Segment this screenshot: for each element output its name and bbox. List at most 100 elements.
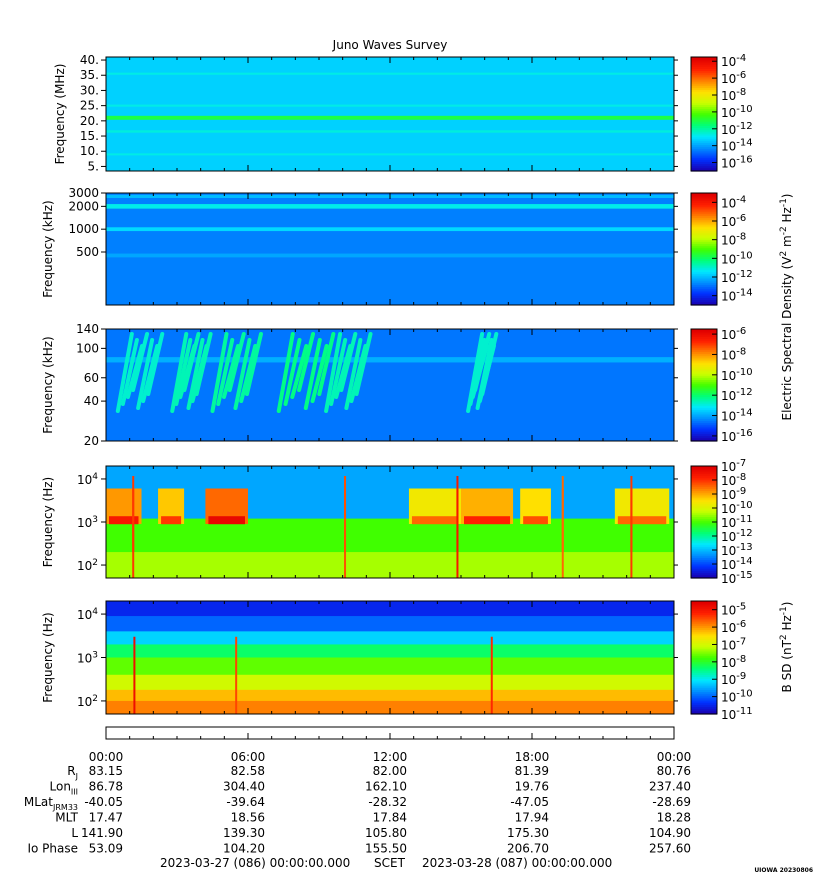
footer-scet-label: SCET	[374, 856, 406, 870]
colorbar-segment	[691, 520, 717, 523]
colorbar-segment	[691, 386, 717, 390]
colorbar-segment	[691, 414, 717, 418]
colorbar-segment	[691, 334, 717, 338]
ephemeris-value: 18.56	[231, 811, 265, 825]
time-tick-label: 18:00	[515, 750, 550, 764]
spectral-layer	[106, 631, 674, 645]
colorbar-segment	[691, 364, 717, 367]
emission-edge	[208, 516, 245, 525]
burst-streak	[216, 338, 235, 406]
colorbar-labels: Electric Spectral Density (V2 m-2 Hz-1) B…	[779, 193, 794, 692]
burst-streak	[227, 332, 246, 392]
colorbar-segment	[691, 340, 717, 343]
colorbar-segment	[691, 68, 717, 71]
colorbar-segment	[691, 131, 717, 134]
colorbar-tick-label: 10-16	[721, 428, 753, 444]
colorbar-segment	[691, 280, 717, 284]
colorbar-segment	[691, 379, 717, 382]
burst-streak	[141, 344, 160, 403]
colorbar-segment	[691, 697, 717, 700]
burst-streak	[194, 332, 213, 396]
colorbar-tick-label: 10-8	[721, 472, 746, 488]
colorbar-segment	[691, 194, 717, 198]
y-tick-label: 20.	[80, 114, 99, 128]
colorbar-segment	[691, 494, 717, 497]
colorbar-segment	[691, 230, 717, 233]
colorbar-segment	[691, 117, 717, 121]
colorbar-segment	[691, 522, 717, 525]
colorbar-tick-label: 10-8	[721, 232, 746, 248]
burst-streak	[146, 332, 165, 396]
magnetic-colorbar-label: B SD (nT2 Hz-1)	[779, 602, 794, 693]
colorbar-segment	[691, 621, 717, 625]
colorbar-segment	[691, 299, 717, 302]
colorbar-segment	[691, 297, 717, 300]
colorbar-segment	[691, 284, 717, 287]
colorbar-segment	[691, 146, 717, 149]
ephemeris-value: -40.05	[84, 795, 123, 809]
colorbar-segment	[691, 508, 717, 512]
colorbar-segment	[691, 278, 717, 282]
colorbar-segment	[691, 127, 717, 130]
colorbar-segment	[691, 104, 717, 107]
colorbar-tick-label: 10-11	[721, 514, 753, 530]
colorbar-segment	[691, 427, 717, 431]
colorbar-segment	[691, 631, 717, 634]
colorbar-segment	[691, 614, 717, 617]
colorbar-segment	[691, 516, 717, 519]
colorbar-tick-label: 10-9	[721, 486, 746, 502]
emission-band	[106, 227, 674, 232]
colorbar-segment	[691, 678, 717, 681]
colorbar-segment	[691, 221, 717, 224]
colorbar-segment	[691, 134, 717, 138]
ephemeris-value: 105.80	[365, 826, 407, 840]
colorbar-segment	[691, 507, 717, 510]
colorbar-segment	[691, 480, 717, 484]
time-tick-label: 12:00	[373, 750, 408, 764]
colorbar-segment	[691, 360, 717, 364]
colorbar-segment	[691, 98, 717, 102]
colorbar-segment	[691, 691, 717, 694]
colorbar-segment	[691, 403, 717, 407]
colorbar-segment	[691, 224, 717, 228]
colorbar-segment	[691, 258, 717, 261]
ephemeris-value: 17.84	[373, 811, 407, 825]
burst-streak	[339, 332, 358, 392]
colorbar-segment	[691, 653, 717, 657]
emission-band	[106, 153, 674, 156]
y-tick-label: 60	[84, 371, 99, 385]
colorbar-segment	[691, 390, 717, 394]
colorbar-segment	[691, 563, 717, 566]
burst-streak	[344, 338, 363, 410]
emission-edge	[617, 516, 667, 525]
colorbar-segment	[691, 290, 717, 293]
colorbar-segment	[691, 576, 717, 579]
burst-streak	[131, 332, 150, 392]
colorbar-segment	[691, 89, 717, 92]
emission-band	[106, 253, 674, 258]
colorbar-segment	[691, 343, 717, 347]
colorbar-segment	[691, 418, 717, 422]
colorbar-segment	[691, 267, 717, 271]
colorbar-segment	[691, 215, 717, 218]
colorbar-segment	[691, 533, 717, 536]
y-tick-label: 2000	[68, 199, 99, 213]
colorbar-segment	[691, 349, 717, 352]
colorbar-segment	[691, 273, 717, 276]
spectrogram-panels: 40.35.30. 25.20.15.10.5. Frequency (MHz) 10…	[41, 53, 753, 722]
ephemeris-value: 82.00	[373, 764, 407, 778]
ephemeris-row-label: LonIII	[50, 780, 79, 797]
colorbar-segment	[691, 439, 717, 442]
colorbar-segment	[691, 275, 717, 278]
spectral-layer	[106, 657, 674, 676]
colorbar-segment	[691, 422, 717, 425]
ephemeris-value: 155.50	[365, 842, 407, 856]
burst-streak	[324, 332, 343, 413]
colorbar-segment	[691, 399, 717, 403]
colorbar-segment	[691, 665, 717, 668]
colorbar-segment	[691, 550, 717, 553]
colorbar-segment	[691, 574, 717, 577]
colorbar-segment	[691, 700, 717, 704]
colorbar-segment	[691, 429, 717, 433]
ephemeris-value: 141.90	[81, 826, 123, 840]
